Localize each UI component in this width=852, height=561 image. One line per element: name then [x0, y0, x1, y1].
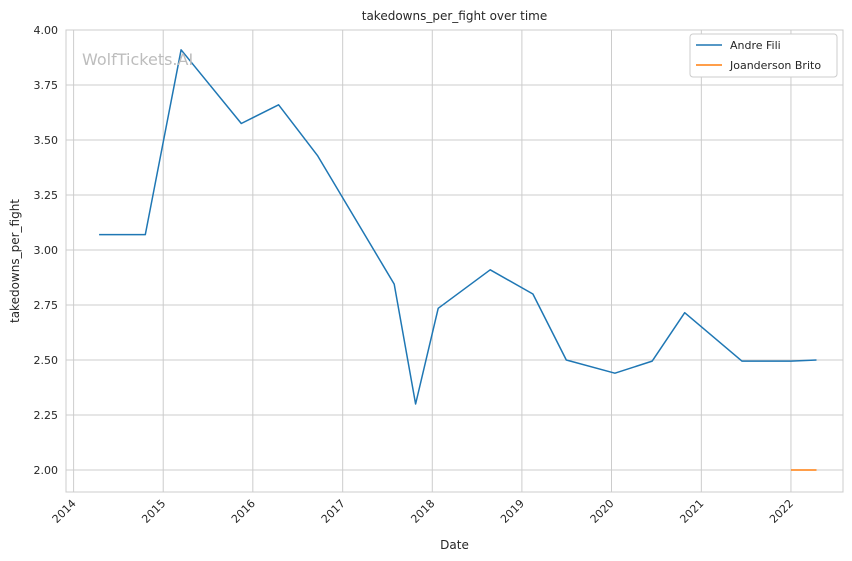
legend-label-joanderson-brito: Joanderson Brito [729, 59, 821, 72]
x-tick-label: 2016 [229, 497, 258, 526]
y-tick-label: 3.75 [34, 79, 59, 92]
y-axis-title: takedowns_per_fight [8, 199, 22, 323]
series-layer [99, 49, 817, 471]
x-axis-title: Date [440, 538, 469, 552]
grid [66, 29, 843, 492]
y-tick-label: 2.50 [34, 354, 59, 367]
y-tick-label: 3.50 [34, 134, 59, 147]
x-tick-label: 2021 [677, 497, 706, 526]
legend: Andre Fili Joanderson Brito [689, 33, 838, 78]
watermark: WolfTickets.AI [82, 50, 193, 69]
y-tick-label: 4.00 [34, 24, 59, 37]
x-tick-label: 2019 [498, 497, 527, 526]
series-line-andre-fili [99, 49, 817, 405]
x-axis-ticks: 2014 2015 2016 2017 2018 2019 2020 2021 2022 [50, 497, 796, 526]
chart-title: takedowns_per_fight over time [362, 9, 548, 23]
y-tick-label: 2.75 [34, 299, 59, 312]
y-axis-ticks: 2.00 2.25 2.50 2.75 3.00 3.25 3.50 3.75 4.00 [34, 24, 59, 477]
x-tick-label: 2014 [50, 497, 79, 526]
y-tick-label: 2.00 [34, 464, 59, 477]
x-tick-label: 2018 [408, 497, 437, 526]
y-tick-label: 3.25 [34, 189, 59, 202]
plot-area [65, 29, 844, 493]
x-tick-label: 2020 [588, 497, 617, 526]
y-tick-label: 3.00 [34, 244, 59, 257]
legend-label-andre-fili: Andre Fili [730, 39, 781, 52]
x-tick-label: 2022 [767, 497, 796, 526]
x-tick-label: 2017 [319, 497, 348, 526]
legend-box [689, 33, 838, 78]
y-tick-label: 2.25 [34, 409, 59, 422]
x-tick-label: 2015 [139, 497, 168, 526]
